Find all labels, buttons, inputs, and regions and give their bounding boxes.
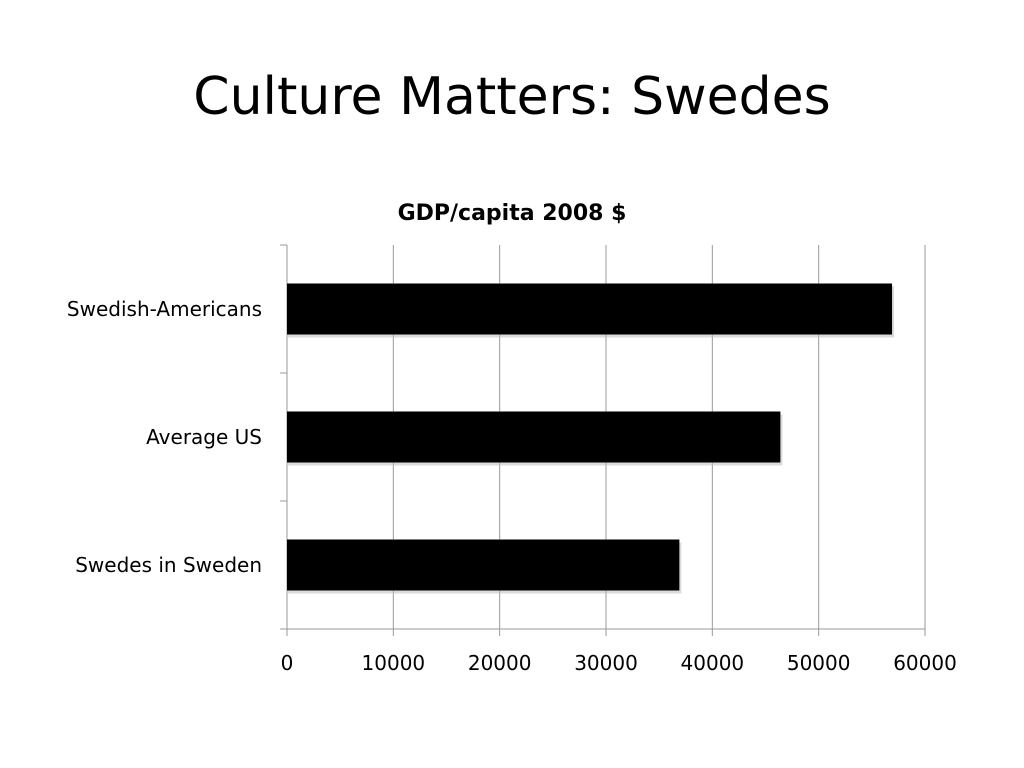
category-label: Swedish-Americans (67, 297, 262, 321)
bars (287, 283, 895, 594)
bar-swedes-in-sweden (287, 539, 680, 591)
x-tick-labels: 0 10000 20000 30000 40000 50000 60000 (281, 651, 957, 675)
chart-title: GDP/capita 2008 $ (398, 201, 627, 226)
x-tick-label: 60000 (893, 651, 957, 675)
x-tick-label: 40000 (681, 651, 745, 675)
x-tick-label: 10000 (362, 651, 426, 675)
bar-average-us (287, 411, 781, 463)
bar-swedish-americans (287, 283, 893, 335)
x-tick-label: 0 (281, 651, 294, 675)
category-labels: Swedish-Americans Average US Swedes in Swe… (67, 297, 262, 577)
x-tick-label: 50000 (787, 651, 851, 675)
category-label: Average US (146, 425, 262, 449)
slide-title: Culture Matters: Swedes (193, 67, 831, 127)
x-tick-label: 30000 (574, 651, 638, 675)
x-tick-label: 20000 (468, 651, 532, 675)
category-label: Swedes in Sweden (75, 553, 262, 577)
